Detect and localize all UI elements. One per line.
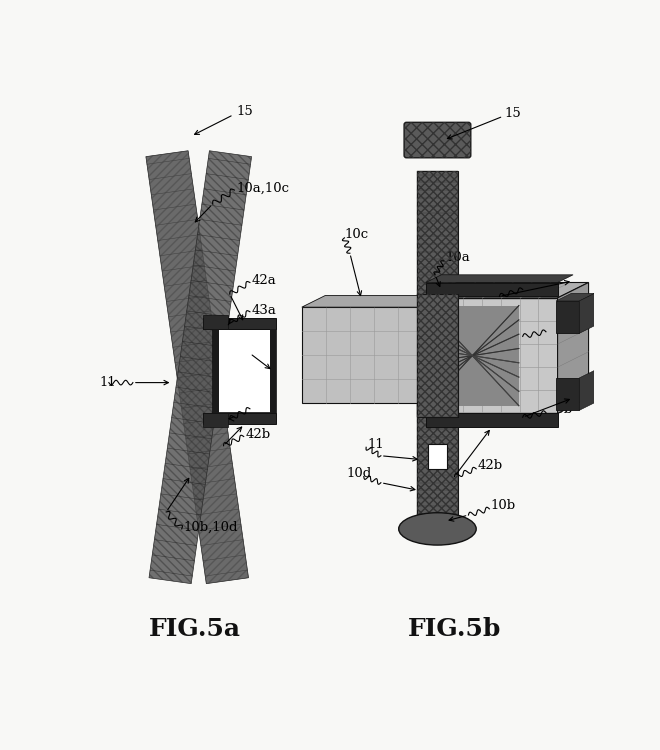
Text: 43a: 43a (548, 322, 572, 335)
Text: 11: 11 (368, 438, 384, 451)
Bar (213, 328, 219, 413)
Text: 10b: 10b (491, 500, 516, 512)
Text: 10a,10c: 10a,10c (236, 182, 289, 195)
Polygon shape (146, 151, 249, 584)
Bar (203, 413, 277, 424)
Bar (203, 315, 228, 328)
Bar (426, 283, 558, 296)
Text: 10b,10d: 10b,10d (183, 520, 238, 534)
Text: 42b: 42b (246, 428, 271, 442)
Text: 41: 41 (562, 361, 578, 374)
Text: 43a: 43a (251, 304, 277, 316)
Text: 15: 15 (236, 105, 253, 118)
Text: FIG.5a: FIG.5a (149, 617, 241, 641)
Ellipse shape (399, 513, 477, 545)
Bar (417, 294, 457, 417)
Bar (302, 308, 422, 404)
Text: FIG.5b: FIG.5b (408, 617, 501, 641)
Bar (203, 318, 277, 328)
Polygon shape (302, 296, 446, 307)
Text: 10a: 10a (446, 251, 470, 264)
Text: 42a: 42a (524, 280, 549, 292)
Bar (213, 328, 277, 413)
Polygon shape (556, 293, 595, 301)
Bar (270, 328, 277, 413)
Text: 43b: 43b (251, 400, 277, 414)
Bar (556, 378, 579, 410)
Bar (428, 444, 447, 469)
Bar (426, 298, 558, 413)
Bar (426, 305, 519, 406)
Bar (556, 301, 579, 333)
Polygon shape (579, 293, 595, 333)
Text: 10d: 10d (346, 467, 371, 480)
Bar (426, 413, 558, 428)
Bar (417, 294, 457, 417)
Bar (417, 171, 457, 518)
FancyBboxPatch shape (404, 122, 471, 158)
Polygon shape (149, 151, 251, 584)
Polygon shape (579, 370, 595, 410)
Bar (203, 413, 228, 428)
Text: 42b: 42b (478, 459, 503, 472)
Polygon shape (426, 274, 573, 283)
Text: 43b: 43b (548, 403, 573, 416)
Text: 15: 15 (505, 106, 521, 119)
Polygon shape (426, 283, 589, 298)
Polygon shape (558, 283, 589, 413)
Text: 42a: 42a (251, 274, 276, 287)
Text: 11: 11 (100, 376, 116, 389)
Text: 10c: 10c (345, 228, 368, 242)
Text: 41: 41 (251, 345, 268, 358)
Bar (417, 171, 457, 518)
